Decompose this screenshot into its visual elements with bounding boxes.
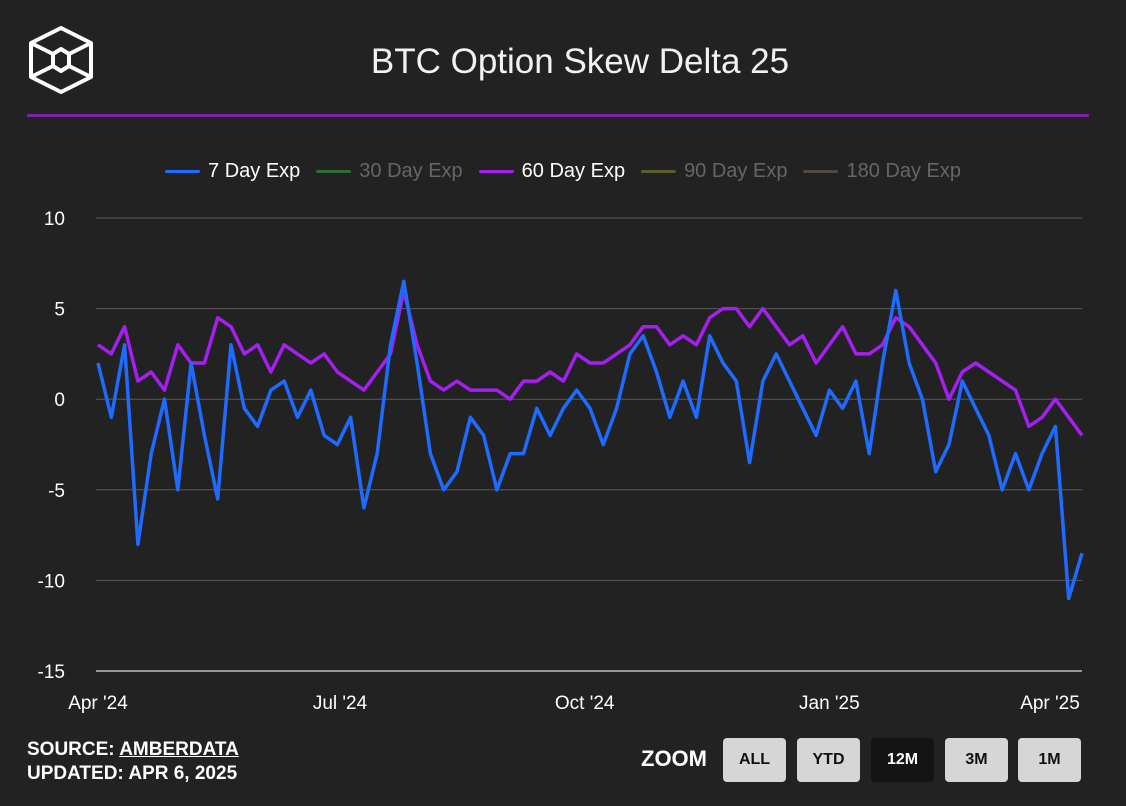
legend-swatch — [803, 170, 839, 173]
legend-item-180d[interactable]: 180 Day Exp — [803, 160, 961, 183]
legend-swatch — [316, 170, 352, 173]
y-tick-label: -15 — [38, 662, 65, 683]
legend-label: 60 Day Exp — [521, 160, 626, 182]
chart-title: BTC Option Skew Delta 25 — [370, 42, 790, 81]
zoom-12m-button[interactable]: 12M — [871, 738, 934, 782]
source-label: SOURCE: — [27, 739, 115, 760]
legend-swatch — [478, 170, 514, 173]
legend-swatch — [165, 170, 201, 173]
legend-swatch — [641, 170, 677, 173]
y-tick-label: -5 — [48, 481, 65, 502]
x-tick-label: Apr '25 — [1020, 693, 1080, 714]
x-tick-label: Jan '25 — [799, 693, 860, 714]
legend-label: 180 Day Exp — [846, 160, 961, 182]
legend: 7 Day Exp 30 Day Exp 60 Day Exp 90 Day E… — [0, 160, 1126, 183]
source-link[interactable]: AMBERDATA — [119, 739, 239, 760]
y-tick-label: 5 — [54, 300, 65, 321]
zoom-3m-button[interactable]: 3M — [945, 738, 1008, 782]
legend-label: 30 Day Exp — [359, 160, 463, 182]
zoom-label: ZOOM — [641, 746, 707, 771]
x-tick-label: Jul '24 — [313, 693, 368, 714]
header-divider — [27, 114, 1089, 117]
y-tick-label: 0 — [54, 390, 65, 411]
series-line-7-day-exp — [96, 279, 1084, 601]
legend-item-7d[interactable]: 7 Day Exp — [165, 160, 300, 183]
y-tick-label: -10 — [38, 571, 65, 592]
footer-info: SOURCE: AMBERDATA UPDATED: APR 6, 2025 — [27, 738, 239, 786]
amberdata-logo — [29, 26, 93, 94]
legend-item-60d[interactable]: 60 Day Exp — [478, 160, 626, 183]
zoom-1m-button[interactable]: 1M — [1018, 738, 1081, 782]
legend-item-90d[interactable]: 90 Day Exp — [641, 160, 787, 183]
x-tick-label: Oct '24 — [555, 693, 615, 714]
x-tick-label: Apr '24 — [68, 693, 128, 714]
zoom-all-button[interactable]: ALL — [723, 738, 786, 782]
y-tick-label: 10 — [44, 209, 65, 230]
legend-label: 90 Day Exp — [684, 160, 788, 182]
legend-label: 7 Day Exp — [208, 160, 301, 182]
zoom-ytd-button[interactable]: YTD — [797, 738, 860, 782]
legend-item-30d[interactable]: 30 Day Exp — [316, 160, 463, 183]
updated-date: APR 6, 2025 — [128, 763, 238, 784]
updated-label: UPDATED: — [27, 763, 124, 784]
